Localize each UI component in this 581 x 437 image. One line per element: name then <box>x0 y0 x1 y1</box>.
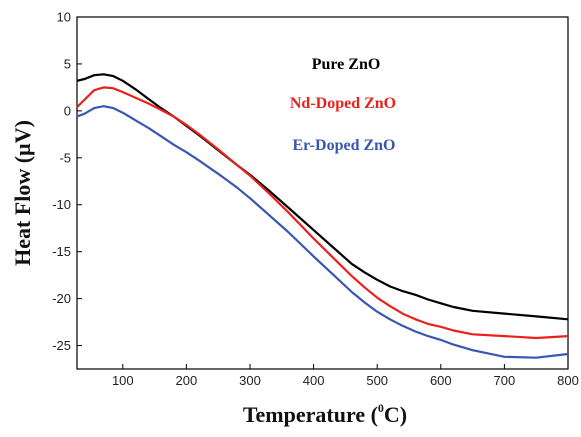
x-tick-label: 200 <box>176 373 198 388</box>
legend-label-2: Nd-Doped ZnO <box>290 95 396 112</box>
plot-frame <box>76 16 569 370</box>
x-tick-label: 100 <box>112 373 134 388</box>
y-tick-label: 5 <box>64 56 71 71</box>
legend-label-3: Er-Doped ZnO <box>293 137 396 154</box>
x-tick-label: 700 <box>494 373 516 388</box>
series-line-1 <box>76 73 569 321</box>
x-axis-title-superscript: 0 <box>378 401 384 415</box>
x-tick-label: 500 <box>366 373 388 388</box>
legend-label-1: Pure ZnO <box>312 56 381 73</box>
axis-ticks: 100 200 300 400 500 600 700 800 10 5 0 -5 -10 -15 -20 -… <box>52 10 579 389</box>
x-axis-title: Temperature (0C) <box>243 401 407 427</box>
x-axis-title-main: Temperature ( <box>243 402 378 427</box>
series-line-3 <box>76 105 569 359</box>
x-tick-label: 800 <box>557 373 579 388</box>
y-tick-label: 0 <box>64 103 71 118</box>
x-axis-title-unit: C) <box>384 402 407 427</box>
y-tick-label: -20 <box>52 291 71 306</box>
legend: Pure ZnO Nd-Doped ZnO Er-Doped ZnO <box>290 56 396 154</box>
series-line-2 <box>76 86 569 340</box>
y-tick-label: -5 <box>59 150 71 165</box>
y-tick-label: -10 <box>52 197 71 212</box>
x-tick-label: 600 <box>430 373 452 388</box>
series-lines <box>76 73 569 359</box>
y-tick-label: -25 <box>52 338 71 353</box>
x-tick-label: 400 <box>303 373 325 388</box>
x-tick-label: 300 <box>239 373 261 388</box>
y-tick-label: -15 <box>52 244 71 259</box>
y-axis-title: Heat Flow (µV) <box>10 120 35 266</box>
y-tick-label: 10 <box>57 10 71 25</box>
